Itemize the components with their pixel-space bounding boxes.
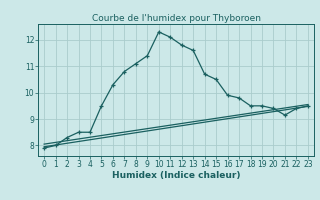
Title: Courbe de l'humidex pour Thyboroen: Courbe de l'humidex pour Thyboroen <box>92 14 260 23</box>
X-axis label: Humidex (Indice chaleur): Humidex (Indice chaleur) <box>112 171 240 180</box>
